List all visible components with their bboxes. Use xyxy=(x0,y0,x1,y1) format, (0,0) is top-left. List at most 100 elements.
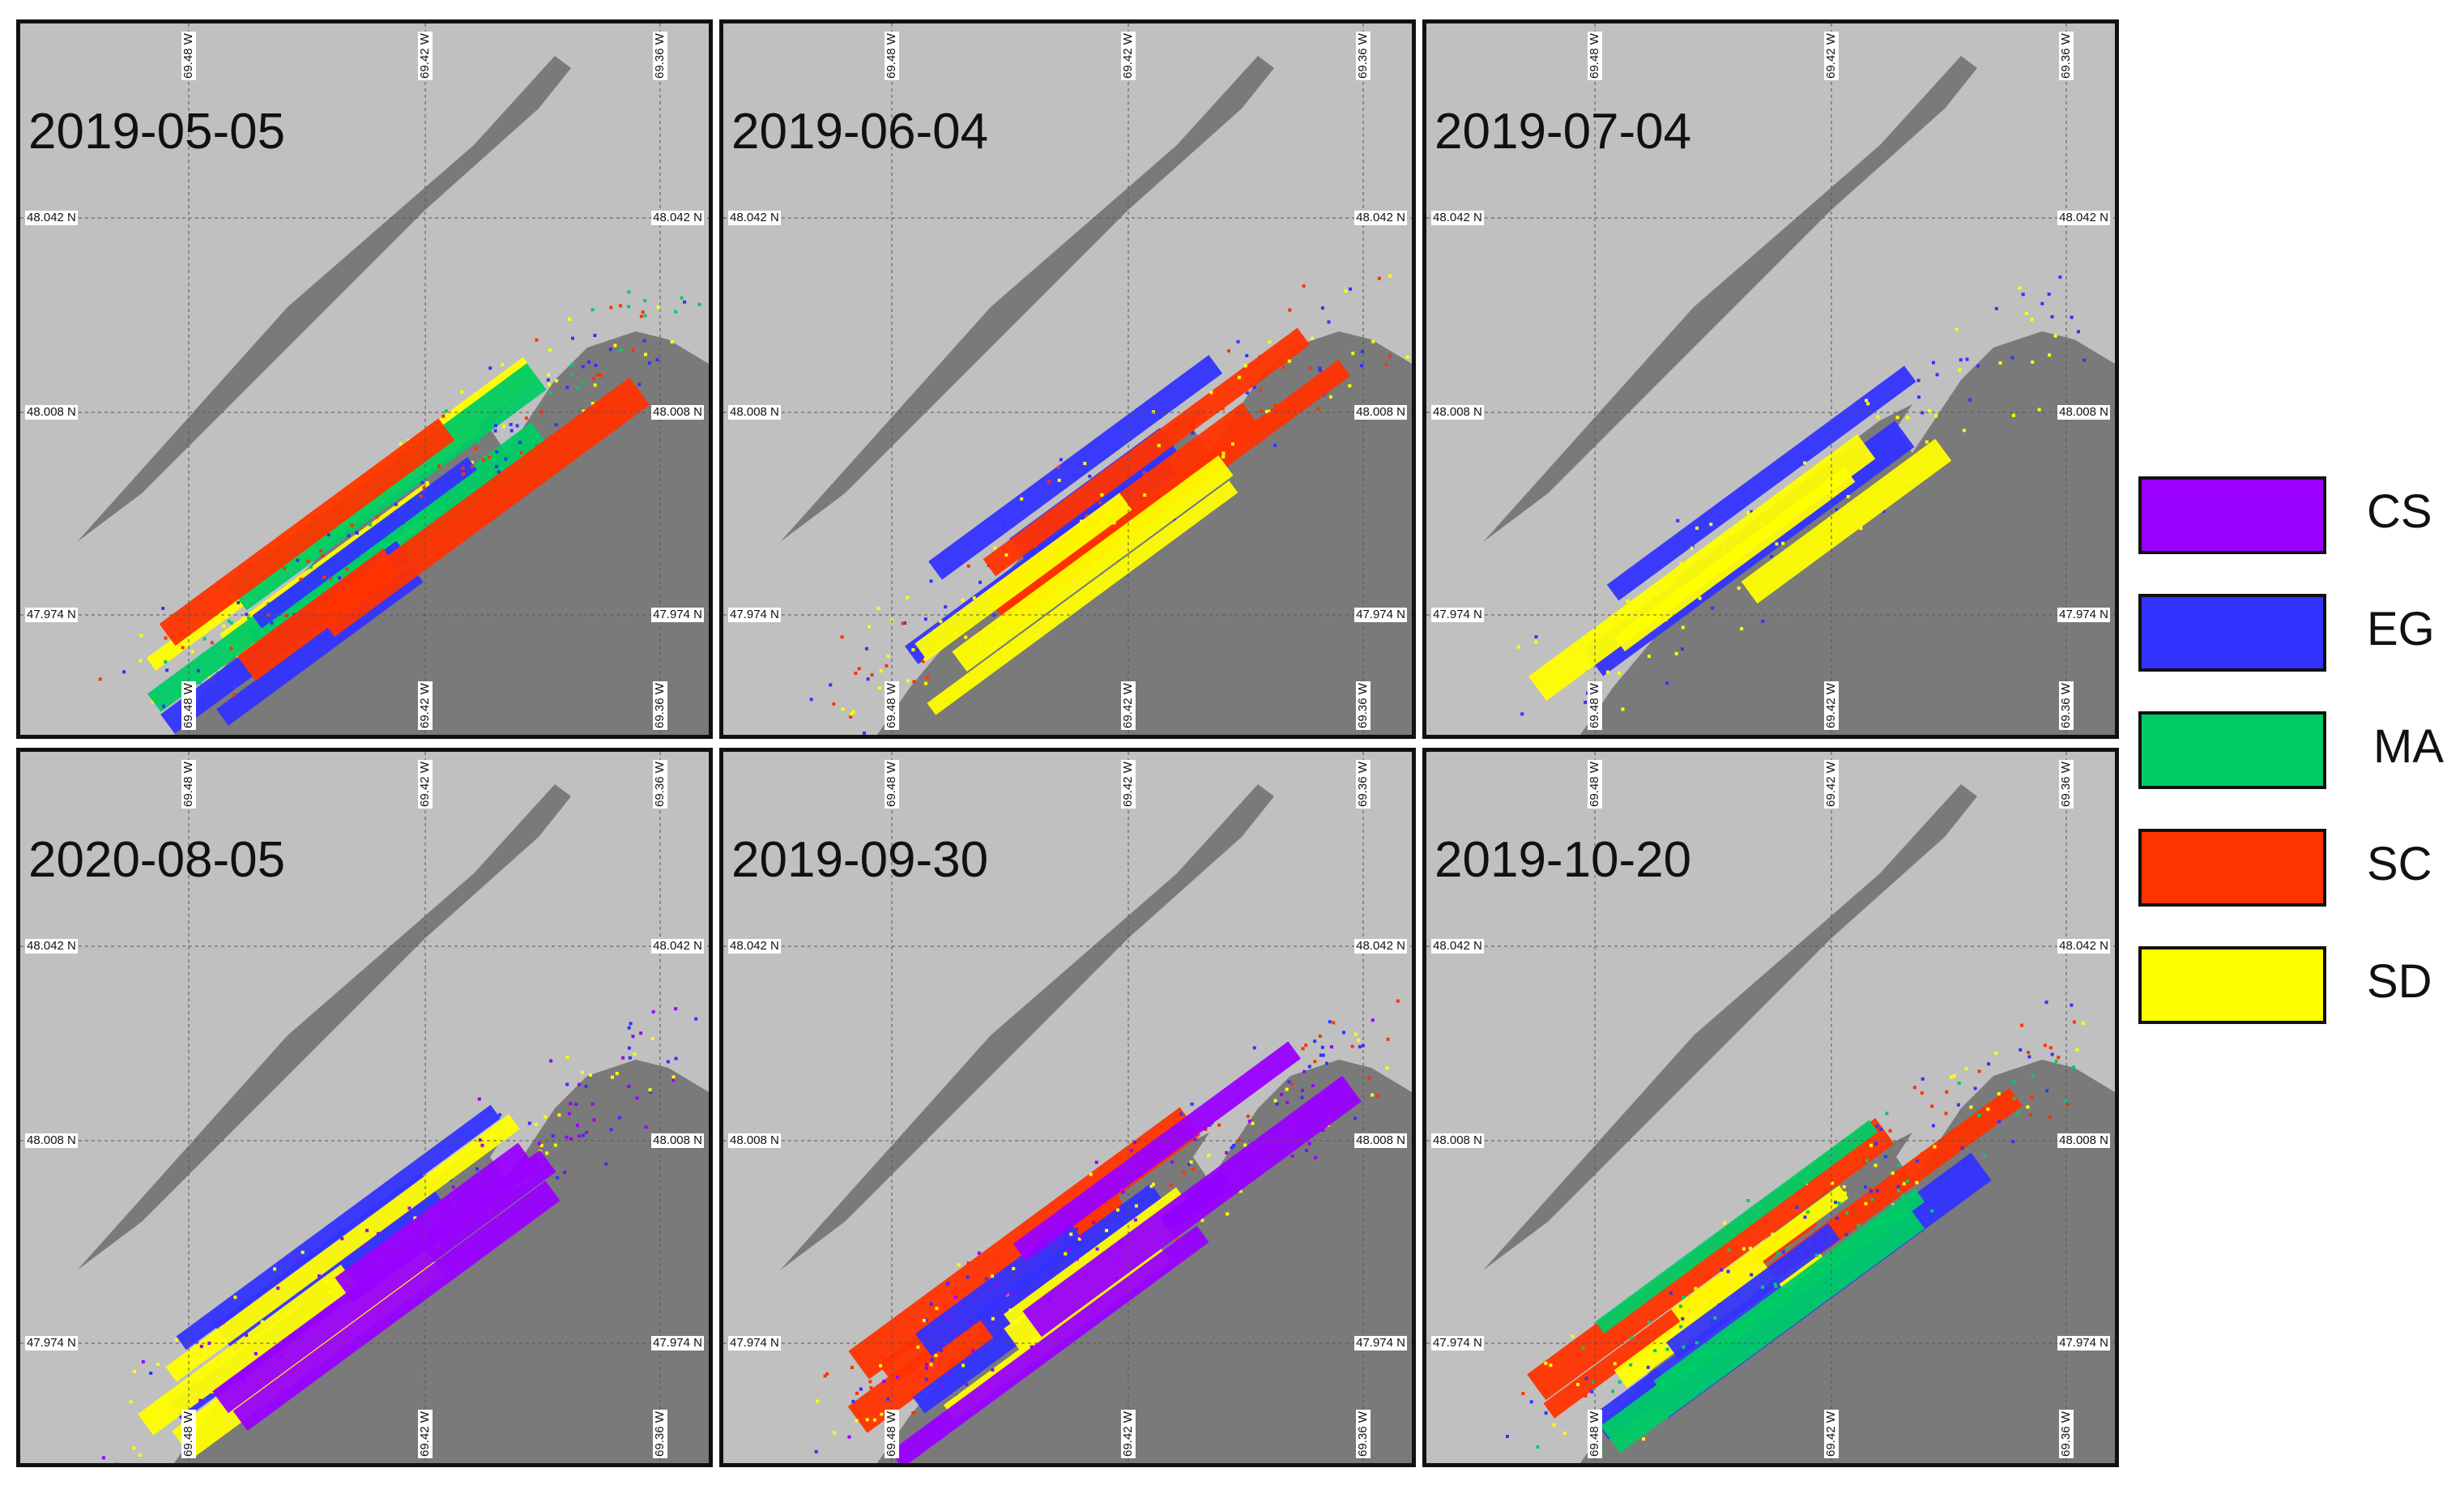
class-pixel-eg xyxy=(1835,1216,1839,1220)
map-canvas xyxy=(20,23,709,735)
class-pixel-ma xyxy=(2072,1065,2075,1069)
class-pixel-sc xyxy=(609,305,613,309)
class-pixel-ma xyxy=(1746,1199,1750,1202)
class-pixel-eg xyxy=(1741,500,1746,504)
class-pixel-sd xyxy=(1207,1154,1211,1158)
class-pixel-ma xyxy=(309,565,313,569)
lat-label: 47.974 N xyxy=(25,608,78,622)
class-pixel-ma xyxy=(1865,1159,1869,1163)
lat-label: 47.974 N xyxy=(651,1336,704,1351)
legend-item-ma: MA xyxy=(2138,711,2462,792)
class-pixel-sc xyxy=(1302,284,1306,288)
class-pixel-sd xyxy=(886,655,890,658)
class-pixel-sd xyxy=(2053,334,2057,338)
class-pixel-cs xyxy=(1133,1218,1137,1222)
class-pixel-sd xyxy=(1273,1099,1277,1103)
class-pixel-eg xyxy=(1814,1249,1818,1253)
class-pixel-sd xyxy=(1221,451,1226,455)
lat-label: 48.042 N xyxy=(651,939,704,954)
class-pixel-sc xyxy=(98,677,102,681)
class-pixel-cs xyxy=(1084,1274,1088,1278)
class-pixel-sd xyxy=(1869,1143,1873,1147)
class-pixel-cs xyxy=(1285,1100,1290,1104)
land-north xyxy=(1483,56,1977,542)
class-pixel-sc xyxy=(2048,1115,2052,1119)
class-pixel-cs xyxy=(1075,1257,1079,1261)
class-pixel-ma xyxy=(2054,1059,2058,1063)
class-pixel-sd xyxy=(644,352,647,356)
class-pixel-sd xyxy=(1576,1383,1579,1386)
class-pixel-sc xyxy=(1396,999,1400,1003)
lat-label: 48.008 N xyxy=(1354,405,1407,420)
class-pixel-ma xyxy=(1901,1193,1905,1197)
class-pixel-sd xyxy=(1891,1171,1895,1176)
class-pixel-sd xyxy=(1310,336,1314,340)
class-pixel-eg xyxy=(2050,1052,2054,1056)
class-pixel-sd xyxy=(1344,289,1348,293)
class-pixel-sc xyxy=(441,414,445,418)
class-pixel-sc xyxy=(2030,1095,2033,1099)
class-pixel-cs xyxy=(991,1368,995,1372)
class-pixel-sc xyxy=(252,664,256,668)
class-pixel-eg xyxy=(1115,1218,1119,1222)
class-pixel-sc xyxy=(284,614,288,617)
class-pixel-cs xyxy=(1302,1069,1307,1073)
class-pixel-eg xyxy=(637,382,642,386)
class-pixel-sd xyxy=(1665,584,1669,588)
class-pixel-sd xyxy=(1651,619,1655,623)
class-pixel-sc xyxy=(1246,1114,1250,1118)
class-pixel-eg xyxy=(2010,356,2014,360)
class-pixel-cs xyxy=(1314,1155,1318,1159)
class-pixel-sc xyxy=(461,466,465,470)
class-pixel-ma xyxy=(361,514,365,518)
class-pixel-sc xyxy=(884,1368,887,1372)
class-pixel-cs xyxy=(1305,1149,1309,1153)
class-pixel-sc xyxy=(540,410,544,414)
class-pixel-cs xyxy=(1121,1190,1125,1194)
class-pixel-eg xyxy=(1676,518,1680,523)
class-pixel-sc xyxy=(869,1386,873,1389)
class-pixel-cs xyxy=(472,1187,476,1191)
class-pixel-sd xyxy=(911,648,915,652)
class-pixel-eg xyxy=(582,1133,585,1137)
class-pixel-ma xyxy=(239,634,243,638)
class-pixel-sc xyxy=(1091,493,1095,497)
class-pixel-cs xyxy=(279,1354,283,1358)
map-panel-6: 2019-10-20 48.042 N 48.042 N 48.008 N 48.008… xyxy=(1422,748,2119,1467)
class-pixel-sd xyxy=(1746,511,1750,514)
class-pixel-sd xyxy=(133,1370,136,1373)
class-pixel-cs xyxy=(495,1159,499,1163)
lon-label: 69.36 W xyxy=(1356,681,1371,730)
class-patch-sd xyxy=(1614,467,1856,652)
class-pixel-sc xyxy=(283,566,287,570)
class-pixel-sd xyxy=(1934,414,1938,418)
class-patch-eg xyxy=(1606,365,1916,601)
class-pixel-eg xyxy=(1088,475,1092,478)
class-pixel-sc xyxy=(1350,1044,1354,1048)
class-pixel-sc xyxy=(1888,1129,1892,1133)
class-pixel-sd xyxy=(425,481,429,484)
class-pixel-eg xyxy=(1960,1146,1964,1150)
class-pixel-eg xyxy=(1882,510,1886,514)
class-pixel-sc xyxy=(341,510,345,513)
class-pixel-sd xyxy=(954,631,957,635)
lat-label: 48.008 N xyxy=(728,1133,781,1148)
class-pixel-sc xyxy=(1972,1130,1976,1134)
lon-label: 69.48 W xyxy=(1588,32,1602,80)
class-pixel-eg xyxy=(809,698,813,702)
class-pixel-ma xyxy=(247,616,251,620)
class-pixel-eg xyxy=(1750,1273,1754,1277)
class-pixel-eg xyxy=(866,677,870,681)
class-pixel-eg xyxy=(1021,1278,1025,1282)
class-pixel-sd xyxy=(1516,645,1520,649)
class-pixel-sd xyxy=(1100,493,1104,497)
class-pixel-sd xyxy=(1112,521,1116,525)
class-pixel-sc xyxy=(345,567,349,571)
class-pixel-sc xyxy=(1260,409,1264,413)
class-pixel-eg xyxy=(1681,647,1684,651)
class-pixel-sc xyxy=(926,676,929,680)
class-pixel-eg xyxy=(1534,635,1538,638)
class-pixel-eg xyxy=(498,1113,502,1117)
class-pixel-sd xyxy=(841,707,845,711)
class-pixel-sc xyxy=(825,1372,829,1376)
